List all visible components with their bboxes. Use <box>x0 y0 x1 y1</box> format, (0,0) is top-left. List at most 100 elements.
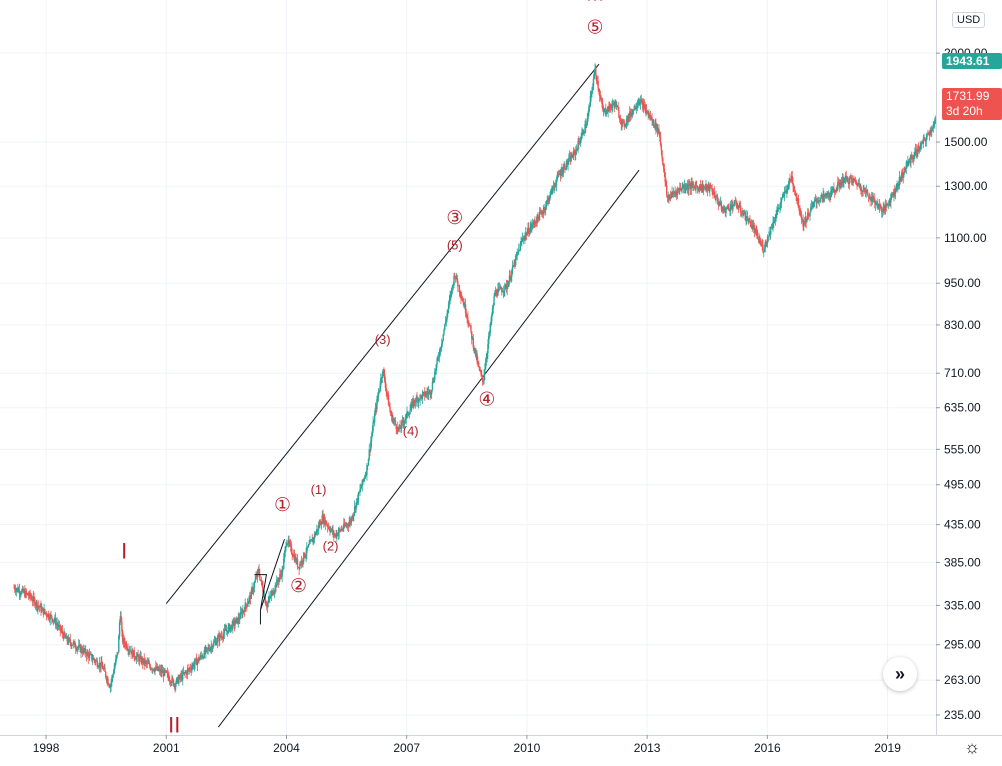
wave-label: (2) <box>323 539 339 554</box>
candle-body-down <box>149 666 152 670</box>
candle-body-down <box>482 380 484 382</box>
currency-badge[interactable]: USD <box>952 12 986 28</box>
candle-body-up <box>436 358 438 365</box>
candle-body-down <box>730 204 733 206</box>
candle-body-down <box>261 580 263 586</box>
candle-body-up <box>372 422 374 431</box>
candle-body-up <box>695 185 697 190</box>
candle-body-down <box>645 109 648 114</box>
candle-body-up <box>273 591 276 594</box>
candle-body-down <box>800 216 803 220</box>
candle-body-down <box>293 554 296 562</box>
candle-body-down <box>564 165 566 170</box>
candle-body-up <box>129 651 132 652</box>
candle-body-down <box>879 204 881 206</box>
candle-body-down <box>666 195 669 198</box>
candle-body-down <box>793 189 796 191</box>
candle-body-down <box>574 151 576 155</box>
candle-body-up <box>138 657 141 662</box>
candle-body-down <box>354 506 357 510</box>
candle-body-down <box>241 612 243 616</box>
candle-body-up <box>542 210 545 215</box>
candle-body-up <box>706 186 709 191</box>
candle-body-up <box>186 669 189 675</box>
candle-body-up <box>777 208 780 210</box>
candle-body-down <box>133 650 135 658</box>
candle-body-up <box>900 177 902 181</box>
candle-body-up <box>55 623 58 626</box>
candle-body-down <box>815 200 817 203</box>
time-axis[interactable]: 1998 2001 2004 2007 2010 2013 2016 2019 <box>0 735 1002 755</box>
candle-body-up <box>886 204 888 206</box>
candle-body-down <box>14 589 17 592</box>
candle-body-up <box>534 222 537 224</box>
candle-body-up <box>784 191 787 192</box>
candle-body-down <box>837 182 840 184</box>
candle-body-down <box>622 120 624 122</box>
candle-body-down <box>85 654 88 657</box>
candle-body-down <box>576 149 579 151</box>
candle-body-down <box>343 523 346 526</box>
candle-body-up <box>410 407 412 411</box>
candle-body-up <box>330 529 332 532</box>
candle-body-down <box>78 644 81 646</box>
candle-body-down <box>853 178 855 180</box>
candle-body-down <box>823 193 825 197</box>
candle-body-up <box>419 395 421 401</box>
candle-body-down <box>174 684 176 687</box>
candle-body-up <box>871 195 874 202</box>
candle-body-up <box>592 78 595 87</box>
price-tick-label: 235.00 <box>944 708 981 722</box>
candle-body-down <box>387 393 389 395</box>
candle-body-up <box>216 637 219 643</box>
candle-body-down <box>887 204 889 206</box>
candle-body-up <box>285 546 287 548</box>
candle-body-up <box>187 668 189 670</box>
candle-body-up <box>250 589 253 599</box>
candle-body-down <box>552 186 555 188</box>
candle-body-up <box>891 194 894 196</box>
candle-body-down <box>157 666 159 671</box>
settings-button[interactable]: ☼ <box>961 736 983 758</box>
candle-body-up <box>254 579 256 583</box>
candle-body-up <box>409 410 411 414</box>
candle-body-up <box>225 630 228 632</box>
candle-body-up <box>338 529 340 533</box>
candle-body-down <box>461 297 463 299</box>
candle-body-down <box>765 241 767 244</box>
candle-body-down <box>45 612 48 616</box>
candle-body-down <box>25 590 28 594</box>
candle-body-up <box>750 225 753 227</box>
candle-body-up <box>441 340 444 344</box>
candle-body-up <box>545 201 548 207</box>
candle-body-up <box>546 199 548 202</box>
candle-body-down <box>797 198 800 208</box>
scroll-to-realtime-button[interactable]: » <box>883 657 917 691</box>
candle-body-up <box>780 198 783 203</box>
candle-body-up <box>770 226 772 235</box>
candle-body-up <box>183 672 186 674</box>
candle-body-down <box>894 188 896 194</box>
candle-body-up <box>237 617 239 624</box>
candle-body-down <box>140 656 142 663</box>
candle-body-up <box>49 614 51 620</box>
last-price-tag: 1943.61 <box>942 53 1002 69</box>
candle-body-down <box>713 191 716 198</box>
candle-body-up <box>709 185 711 191</box>
candle-body-down <box>369 449 371 451</box>
candle-body-down <box>658 128 660 133</box>
candle-body-up <box>348 522 350 527</box>
candle-body-up <box>638 101 640 104</box>
candle-body-up <box>748 218 750 223</box>
candle-body-down <box>61 630 64 635</box>
price-axis[interactable]: 235.00 263.00 295.00 335.00 385.00 435.00 495.… <box>936 0 1002 761</box>
candle-body-down <box>653 125 656 128</box>
candle-body-down <box>329 529 331 532</box>
candle-body-down <box>414 399 416 402</box>
candle-body-down <box>818 200 820 201</box>
candle-body-down <box>252 588 254 592</box>
candle-body-up <box>363 478 365 481</box>
candle-body-down <box>316 529 319 531</box>
